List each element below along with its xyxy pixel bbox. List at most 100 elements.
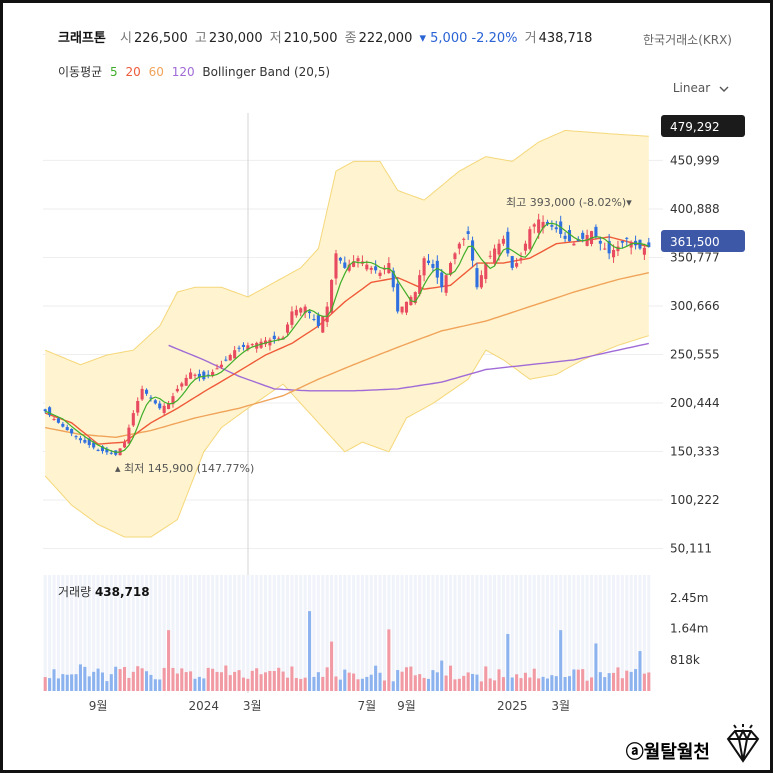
volume-bar bbox=[294, 677, 298, 691]
candle-body bbox=[175, 388, 179, 392]
candle-body bbox=[475, 268, 479, 288]
volume-bar bbox=[620, 678, 624, 691]
scale-selector[interactable]: Linear bbox=[673, 81, 730, 95]
volume-bar bbox=[594, 643, 598, 691]
volume-bar bbox=[65, 674, 69, 691]
candle-body bbox=[422, 258, 426, 276]
volume-bar bbox=[48, 678, 52, 691]
candle-body bbox=[413, 292, 417, 304]
close-label: 종 bbox=[344, 31, 357, 46]
volume-bar bbox=[277, 667, 281, 691]
volume-bar bbox=[118, 669, 122, 691]
candle-body bbox=[471, 240, 475, 261]
candle-body bbox=[519, 258, 523, 260]
volume-label: 거 bbox=[524, 31, 537, 46]
volume-bar bbox=[642, 673, 646, 691]
candle-body bbox=[378, 272, 382, 276]
candle-body bbox=[479, 275, 483, 288]
volume-bar bbox=[308, 611, 312, 691]
volume-title-label: 거래량 bbox=[58, 585, 92, 599]
volume-bar bbox=[581, 669, 585, 691]
candle-body bbox=[52, 418, 56, 420]
volume-bar bbox=[43, 677, 47, 691]
volume-bar bbox=[378, 672, 382, 691]
candle-body bbox=[189, 372, 193, 379]
volume-bar bbox=[647, 672, 651, 691]
volume-bar bbox=[197, 676, 201, 691]
candle-body bbox=[43, 409, 47, 412]
candle-body bbox=[493, 248, 497, 263]
diamond-icon bbox=[726, 724, 760, 763]
volume-bar bbox=[493, 680, 497, 691]
candle-body bbox=[343, 262, 347, 268]
candle-body bbox=[122, 442, 127, 448]
candle-body bbox=[48, 407, 52, 416]
y-tick-label: 350,777 bbox=[670, 250, 720, 264]
candle-body bbox=[277, 338, 281, 340]
candle-body bbox=[369, 267, 373, 270]
candle-body bbox=[603, 248, 607, 250]
volume-bar bbox=[184, 672, 188, 691]
volume-bar bbox=[193, 678, 197, 691]
volume-bar bbox=[285, 677, 290, 691]
change-value: ▾ 5,000 -2.20% bbox=[419, 31, 518, 46]
candle-body bbox=[105, 448, 109, 453]
volume-bar bbox=[435, 672, 439, 691]
volume-bar bbox=[528, 677, 532, 691]
candle-body bbox=[404, 301, 409, 313]
volume-bar bbox=[576, 669, 580, 691]
candle-body bbox=[285, 324, 290, 333]
volume-bar bbox=[78, 664, 82, 691]
volume-bar bbox=[545, 678, 550, 691]
volume-bar bbox=[202, 678, 206, 691]
volume-bar bbox=[471, 673, 475, 691]
volume-bar bbox=[369, 674, 373, 691]
volume-title-value: 438,718 bbox=[94, 585, 150, 599]
volume-bar bbox=[153, 679, 157, 691]
volume-bar bbox=[312, 676, 316, 691]
ma-20-line bbox=[44, 236, 649, 445]
stock-name: 크래프톤 bbox=[58, 31, 106, 46]
volume-bar bbox=[70, 674, 74, 691]
candle-body bbox=[316, 315, 320, 326]
candle-body bbox=[109, 452, 113, 454]
y-tick-label: 150,333 bbox=[670, 445, 720, 459]
volume-bar bbox=[475, 674, 479, 691]
volume-bar bbox=[607, 673, 611, 691]
volume-bar bbox=[603, 677, 607, 691]
candle-body bbox=[87, 438, 91, 446]
volume-bar bbox=[387, 629, 391, 691]
candle-body bbox=[356, 258, 360, 262]
bollinger-legend: Bollinger Band (20,5) bbox=[202, 65, 331, 79]
candle-body bbox=[448, 263, 453, 275]
min-price-annotation: ▴ 최저 145,900 (147.77%) bbox=[115, 462, 254, 475]
candle-body bbox=[607, 240, 611, 254]
scale-mode: Linear bbox=[672, 81, 711, 95]
y-tick-label: 300,666 bbox=[670, 299, 720, 313]
volume-bar bbox=[519, 678, 523, 691]
candle-body bbox=[431, 263, 435, 268]
y-tick-label: 200,444 bbox=[670, 396, 720, 410]
volume-bar bbox=[457, 678, 461, 691]
candle-body bbox=[532, 224, 536, 227]
candle-body bbox=[501, 238, 505, 244]
volume-bar bbox=[634, 669, 638, 691]
price-chart[interactable]: 450,999 400,888 350,777 300,666 250,555 200,4… bbox=[3, 3, 770, 723]
volume-bar bbox=[598, 672, 602, 691]
candle-body bbox=[391, 270, 395, 288]
open-value: 226,500 bbox=[133, 31, 188, 46]
volume-bar bbox=[171, 667, 175, 691]
volume-bar bbox=[625, 670, 629, 691]
volume-bar bbox=[537, 678, 541, 691]
max-price-annotation: 최고 393,000 (-8.02%)▾ bbox=[506, 196, 632, 209]
volume-bar bbox=[374, 665, 378, 691]
candle-body bbox=[219, 364, 223, 368]
ma-60-line bbox=[45, 272, 649, 439]
volume-bar bbox=[352, 673, 356, 691]
bollinger-upper-line bbox=[45, 129, 649, 366]
candle-body bbox=[140, 388, 144, 400]
indicator-legend[interactable]: 이동평균 5 20 60 120 Bollinger Band (20,5) bbox=[58, 63, 334, 80]
candle-body bbox=[484, 263, 488, 279]
candle-body bbox=[312, 319, 316, 321]
volume-bar bbox=[343, 669, 347, 691]
